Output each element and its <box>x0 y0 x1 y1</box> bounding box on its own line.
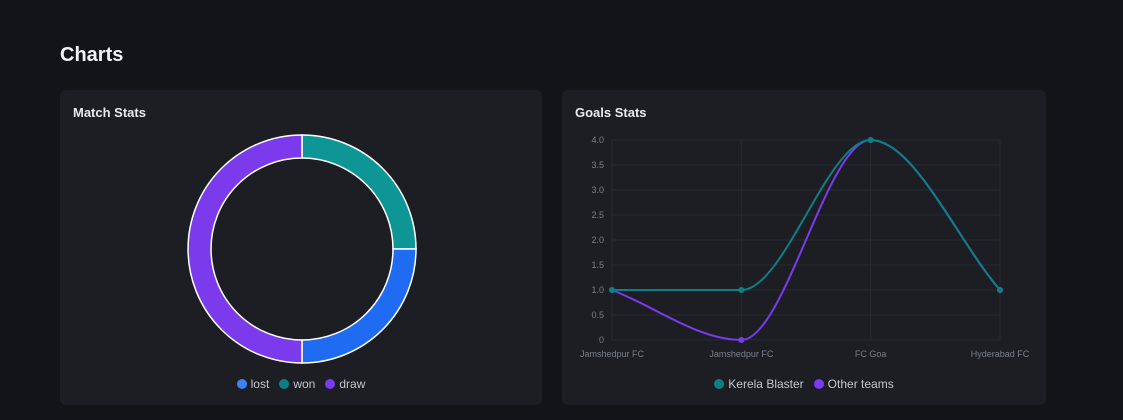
legend-item-kerela-blaster[interactable]: Kerela Blaster <box>714 377 804 391</box>
goals-stats-legend: Kerela Blaster Other teams <box>562 377 1046 391</box>
match-stats-card: Match Stats lost won draw <box>60 90 542 405</box>
x-tick-label: Hyderabad FC <box>971 349 1030 359</box>
x-tick-label: Jamshedpur FC <box>709 349 774 359</box>
legend-label-kerela-blaster: Kerela Blaster <box>728 377 804 391</box>
data-point-kerela-blaster[interactable] <box>609 287 615 293</box>
legend-swatch-kerela-blaster <box>714 379 725 389</box>
x-tick-label: Jamshedpur FC <box>580 349 645 359</box>
legend-item-draw[interactable]: draw <box>325 377 365 391</box>
y-tick-label: 1.5 <box>591 260 604 270</box>
data-point-kerela-blaster[interactable] <box>997 287 1003 293</box>
legend-label-lost: lost <box>250 377 270 391</box>
data-point-kerela-blaster[interactable] <box>738 287 745 293</box>
legend-swatch-other-teams <box>813 379 824 389</box>
y-tick-label: 3.0 <box>591 185 604 195</box>
data-point-other-teams[interactable] <box>738 337 745 343</box>
legend-item-other-teams[interactable]: Other teams <box>813 377 894 391</box>
donut-slice-won[interactable] <box>301 134 417 250</box>
legend-label-won: won <box>293 377 316 391</box>
legend-item-lost[interactable]: lost <box>236 377 270 391</box>
y-tick-label: 0 <box>599 335 604 345</box>
page-title: Charts <box>60 44 124 66</box>
legend-swatch-won <box>279 379 290 389</box>
y-tick-label: 1.0 <box>591 285 604 295</box>
series-line-kerela-blaster <box>612 138 1001 291</box>
x-tick-label: FC Goa <box>855 349 887 359</box>
y-tick-label: 0.5 <box>591 310 604 320</box>
match-stats-legend: lost won draw <box>60 377 542 391</box>
legend-swatch-lost <box>236 379 247 389</box>
y-tick-label: 3.5 <box>591 160 604 170</box>
legend-item-won[interactable]: won <box>279 377 315 391</box>
y-tick-label: 2.0 <box>591 235 604 245</box>
donut-slice-lost[interactable] <box>301 248 417 364</box>
legend-label-draw: draw <box>339 377 366 391</box>
data-point-kerela-blaster[interactable] <box>867 137 874 143</box>
match-stats-title: Match Stats <box>73 105 146 120</box>
goals-stats-title: Goals Stats <box>575 105 647 120</box>
donut-slice-draw[interactable] <box>187 134 303 364</box>
goals-stats-card: Goals Stats 0 0.5 1.0 1.5 2.0 2.5 3.0 3.5 4.0 Jam… <box>562 90 1046 405</box>
legend-label-other-teams: Other teams <box>827 377 894 391</box>
goals-stats-line-chart: 0 0.5 1.0 1.5 2.0 2.5 3.0 3.5 4.0 Jamshedpur FC Ja… <box>580 135 1030 359</box>
match-stats-donut-chart <box>187 134 417 364</box>
y-tick-label: 2.5 <box>591 210 604 220</box>
y-tick-label: 4.0 <box>591 135 604 145</box>
legend-swatch-draw <box>325 379 336 389</box>
